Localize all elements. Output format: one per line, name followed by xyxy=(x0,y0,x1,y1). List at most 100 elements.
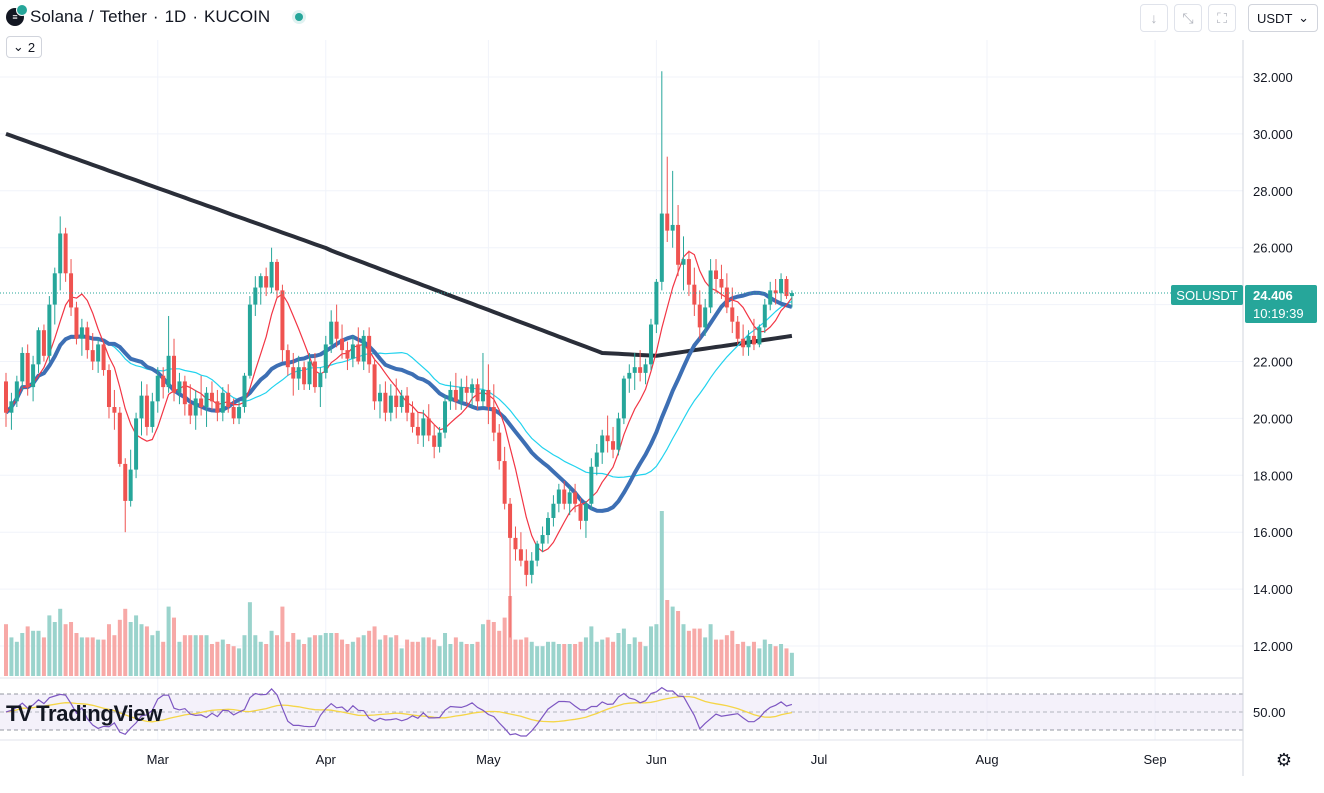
volume-bar xyxy=(323,633,328,676)
candle-body xyxy=(367,335,372,365)
volume-bar xyxy=(535,646,540,676)
volume-bar xyxy=(36,630,41,676)
candle-body xyxy=(741,338,746,348)
candle-body xyxy=(665,213,670,231)
volume-bar xyxy=(101,639,106,676)
volume-bar xyxy=(318,635,323,676)
candle-body xyxy=(573,492,578,504)
candle-body xyxy=(714,270,719,279)
candle-body xyxy=(47,304,52,356)
volume-bar xyxy=(166,606,171,676)
candle-body xyxy=(703,307,708,328)
tradingview-logo[interactable]: TV TradingView xyxy=(6,701,162,727)
rsi-pane: 50.00 xyxy=(0,686,1286,737)
candle-body xyxy=(399,395,404,408)
candle-body xyxy=(426,418,431,436)
candle-body xyxy=(654,281,659,325)
indicator-count: 2 xyxy=(27,39,36,55)
candle-body xyxy=(264,276,269,288)
volume-bar xyxy=(459,641,464,676)
candle-body xyxy=(491,407,496,433)
volume-bar xyxy=(193,635,198,676)
candle-body xyxy=(242,375,247,408)
candle-body xyxy=(329,321,334,345)
volume-bar xyxy=(106,624,111,676)
download-icon[interactable]: ↓ xyxy=(1140,4,1168,32)
volume-bar xyxy=(751,641,756,676)
volume-bar xyxy=(480,624,485,676)
candle-body xyxy=(79,327,84,339)
x-tick-label: Jun xyxy=(646,752,667,767)
collapse-icon[interactable]: ⤡ xyxy=(1174,4,1202,32)
volume-bar xyxy=(513,639,518,676)
candle-body xyxy=(361,335,366,362)
currency-select[interactable]: USDT ⌄ xyxy=(1248,4,1318,32)
chevron-down-icon: ⌄ xyxy=(1298,10,1309,25)
candle-body xyxy=(470,384,475,393)
volume-bar xyxy=(714,639,719,676)
settings-gear-icon[interactable]: ⚙ xyxy=(1275,749,1293,770)
volume-bar xyxy=(269,630,274,676)
candle-body xyxy=(296,367,301,379)
volume-bar xyxy=(719,639,724,676)
symbol-header[interactable]: ≡ Solana / Tether · 1D · KUCOIN xyxy=(6,4,307,29)
currency-value: USDT xyxy=(1257,10,1293,26)
volume-bar xyxy=(551,641,556,676)
volume-bar xyxy=(426,637,431,676)
candle-body xyxy=(632,367,637,373)
volume-bar xyxy=(562,644,567,676)
volume-bar xyxy=(117,619,122,676)
volume-bar xyxy=(659,511,664,676)
volume-bar xyxy=(182,635,187,676)
candle-body xyxy=(323,344,328,373)
candle-body xyxy=(681,259,686,265)
candle-body xyxy=(302,367,307,385)
volume-bar xyxy=(443,633,448,676)
volume-bar xyxy=(453,637,458,676)
candle-body xyxy=(697,304,702,328)
x-tick-label: Apr xyxy=(316,752,337,767)
candle-body xyxy=(508,503,513,538)
volume-bar xyxy=(432,639,437,676)
volume-bar xyxy=(415,641,420,676)
volume-bar xyxy=(356,637,361,676)
volume-bar xyxy=(79,637,84,676)
volume-bar xyxy=(388,637,393,676)
candle-body xyxy=(237,407,242,419)
volume-bar xyxy=(616,633,621,676)
volume-bar xyxy=(648,626,653,676)
symbol-name: Solana xyxy=(30,7,83,26)
candle-body xyxy=(556,489,561,504)
volume-bar xyxy=(676,611,681,676)
candle-body xyxy=(432,435,437,447)
last-price-marker: SOLUSDT 24.406 10:19:39 xyxy=(1171,285,1317,323)
candle-body xyxy=(540,535,545,544)
candle-body xyxy=(209,392,214,402)
volume-bar xyxy=(139,624,144,676)
candle-body xyxy=(415,426,420,436)
candle-body xyxy=(719,278,724,288)
volume-bar xyxy=(177,641,182,676)
volume-bar xyxy=(524,637,529,676)
candle-body xyxy=(117,412,122,464)
volume-bar xyxy=(383,635,388,676)
fullscreen-icon[interactable]: ⛶ xyxy=(1208,4,1236,32)
candle-body xyxy=(670,224,675,231)
candle-body xyxy=(74,307,79,339)
candle-body xyxy=(285,350,290,368)
axes: 32.00030.00028.00026.00024.00022.00020.0… xyxy=(0,40,1293,776)
volume-bar xyxy=(334,633,339,676)
candle-body xyxy=(578,503,583,521)
candle-body xyxy=(757,327,762,345)
indicators-toggle[interactable]: ⌄ 2 xyxy=(6,36,42,58)
candle-body xyxy=(524,560,529,575)
candle-body xyxy=(621,378,626,419)
volume-bar xyxy=(231,646,236,676)
candle-body xyxy=(638,367,643,373)
volume-bar xyxy=(632,637,637,676)
candle-body xyxy=(220,392,225,413)
y-tick-label: 16.000 xyxy=(1253,525,1293,540)
candle-body xyxy=(600,435,605,453)
volume-bar xyxy=(90,637,95,676)
